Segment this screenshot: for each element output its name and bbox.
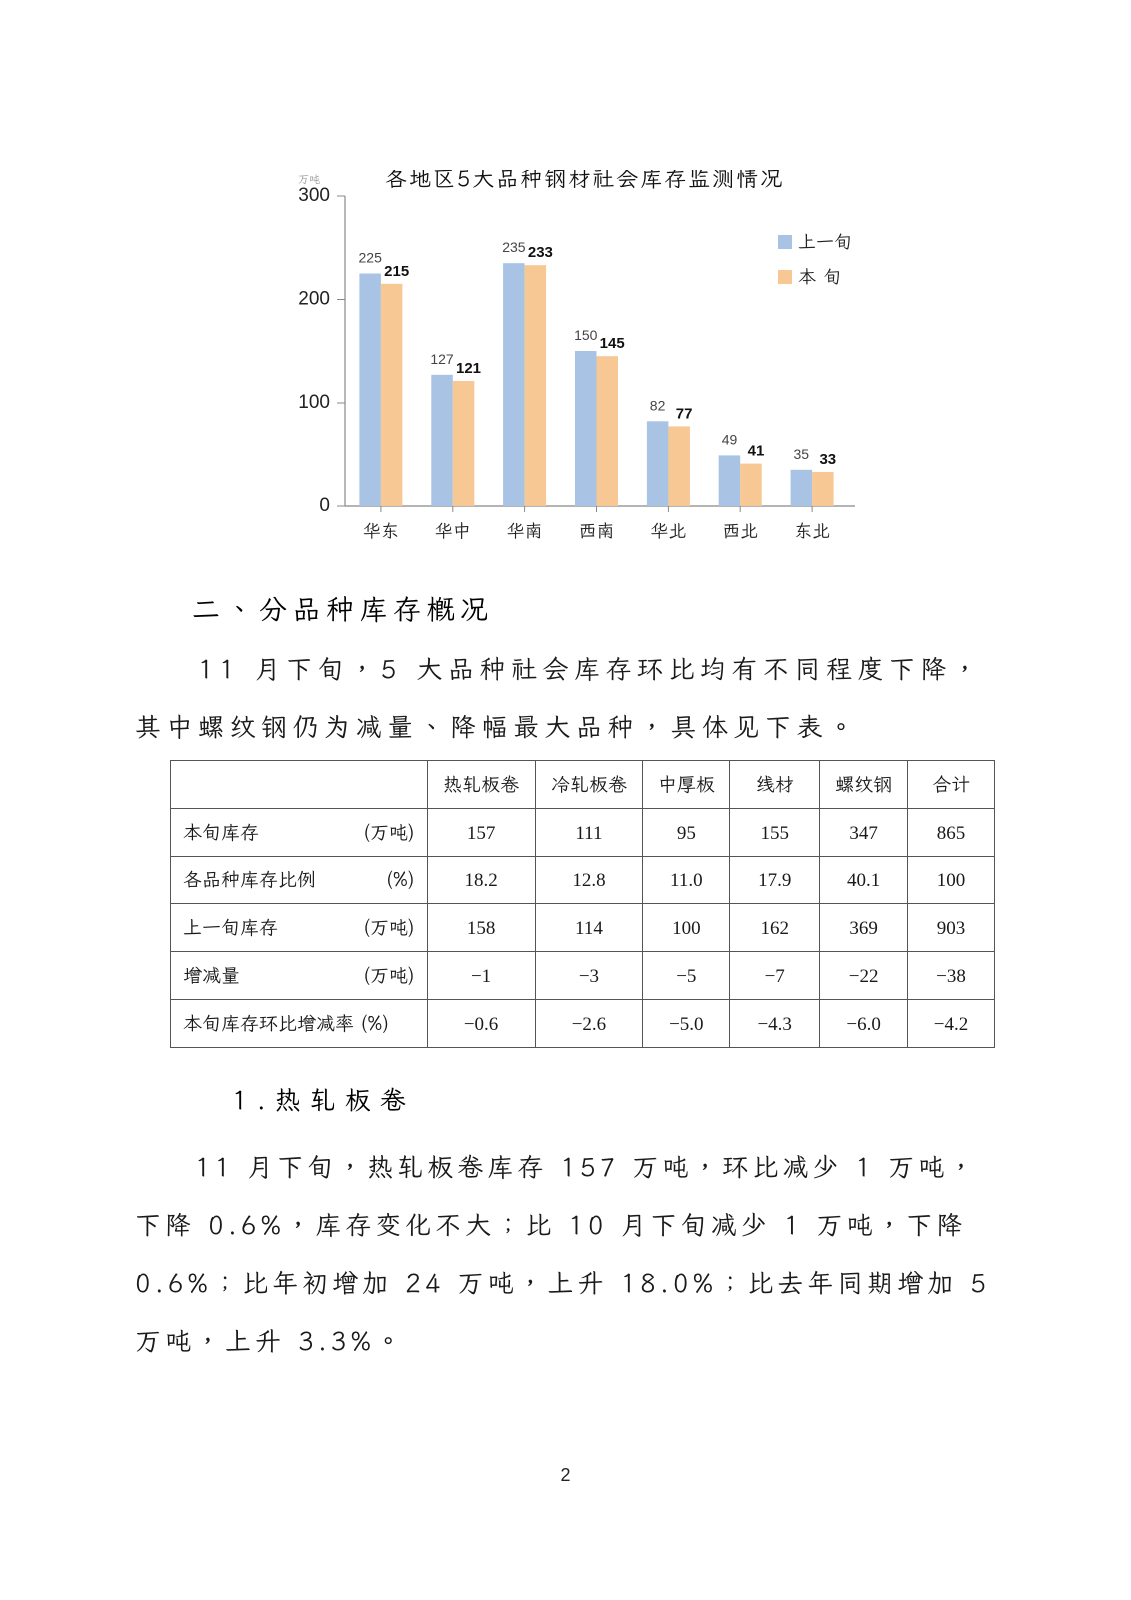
svg-text:西北: 西北	[722, 519, 758, 543]
svg-text:235: 235	[502, 239, 526, 255]
svg-text:150: 150	[574, 327, 598, 343]
svg-text:225: 225	[359, 250, 383, 266]
svg-text:33: 33	[819, 451, 836, 468]
svg-text:35: 35	[794, 446, 810, 462]
svg-text:100: 100	[298, 392, 330, 413]
svg-text:华东: 华东	[363, 519, 399, 543]
svg-text:77: 77	[676, 405, 693, 422]
svg-text:145: 145	[600, 335, 625, 352]
svg-text:万吨: 万吨	[298, 173, 320, 187]
svg-text:本 旬: 本 旬	[798, 265, 841, 289]
svg-text:127: 127	[430, 351, 454, 367]
svg-text:上一旬: 上一旬	[798, 230, 852, 254]
svg-text:华南: 华南	[507, 519, 543, 543]
svg-text:各地区5大品种钢材社会库存监测情况: 各地区5大品种钢材社会库存监测情况	[385, 170, 784, 193]
svg-text:0: 0	[319, 495, 330, 516]
svg-text:200: 200	[298, 289, 330, 310]
svg-text:49: 49	[722, 431, 738, 447]
svg-text:233: 233	[528, 244, 553, 261]
svg-text:华北: 华北	[650, 519, 686, 543]
svg-text:华中: 华中	[435, 519, 471, 543]
svg-text:121: 121	[456, 360, 481, 377]
svg-text:215: 215	[384, 263, 409, 280]
svg-text:82: 82	[650, 397, 666, 413]
svg-text:东北: 东北	[794, 519, 830, 543]
svg-text:300: 300	[298, 185, 330, 206]
svg-text:西南: 西南	[579, 519, 615, 543]
svg-text:41: 41	[748, 443, 765, 460]
